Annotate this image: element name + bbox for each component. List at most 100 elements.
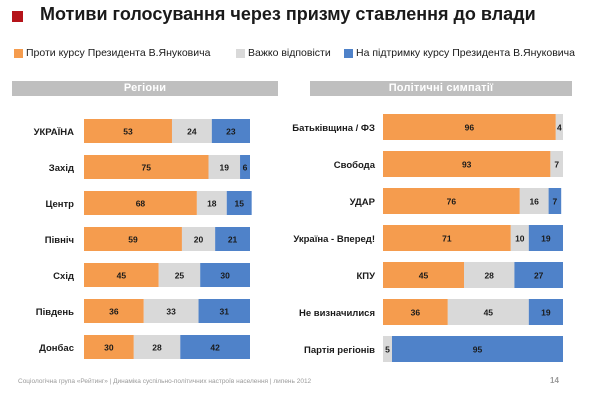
data-label-support: 31 <box>220 307 230 317</box>
bar-segment-hard <box>181 227 216 251</box>
data-label-hard: 20 <box>194 235 204 245</box>
bar-segment-against <box>84 119 172 143</box>
data-label-against: 75 <box>142 163 152 173</box>
bar-segment-support <box>180 335 250 359</box>
data-label-hard: 19 <box>220 163 230 173</box>
data-label-support: 15 <box>234 199 244 209</box>
category-label: УДАР <box>350 197 376 208</box>
chart-regions: УКРАЇНА 53 24 23 Захід 75 19 6 Центр 68 18 15 Північ… <box>34 119 252 359</box>
bar-segment-against <box>383 225 511 251</box>
bar-segment-hard <box>447 299 529 325</box>
category-label: УКРАЇНА <box>34 127 75 138</box>
data-label-support: 6 <box>243 163 248 173</box>
bar-segment-hard <box>171 119 212 143</box>
data-label-hard: 4 <box>557 123 562 133</box>
data-label-support: 19 <box>541 308 551 318</box>
data-label-hard: 28 <box>152 343 162 353</box>
category-label: Північ <box>45 235 74 246</box>
data-label-against: 45 <box>419 271 429 281</box>
category-label: Свобода <box>334 160 376 171</box>
data-label-support: 19 <box>541 234 551 244</box>
data-label-support: 30 <box>220 271 230 281</box>
bar-segment-against <box>383 114 556 140</box>
category-label: Україна - Вперед! <box>293 234 375 245</box>
data-label-against: 76 <box>447 197 457 207</box>
bar-segment-against <box>84 299 144 323</box>
bar-segment-against <box>84 263 159 287</box>
page-title: Мотиви голосування через призму ставленн… <box>40 4 536 24</box>
bar-segment-support <box>215 227 250 251</box>
legend-swatch-support <box>344 48 353 58</box>
footer: Соціологічна група «Рейтинг» | Динаміка … <box>18 378 312 385</box>
legend-item-support: На підтримку курсу Президента В.Янукович… <box>344 47 575 59</box>
data-label-support: 95 <box>473 345 483 355</box>
panel-header-political: Політичні симпатії <box>310 81 572 96</box>
bar-segment-support <box>198 299 250 323</box>
bar-segment-hard <box>550 151 563 177</box>
bar-segment-support <box>240 155 250 179</box>
data-label-support: 42 <box>210 343 220 353</box>
legend-item-against: Проти курсу Президента В.Януковича <box>14 47 210 59</box>
bar-segment-support <box>548 188 562 214</box>
bar-segment-support <box>528 225 563 251</box>
title-accent-square <box>12 11 23 22</box>
category-label: Центр <box>45 199 74 210</box>
bar-segment-against <box>383 262 464 288</box>
data-label-against: 68 <box>136 199 146 209</box>
legend-swatch-hard <box>236 48 245 58</box>
bar-segment-hard <box>158 263 201 287</box>
bar-segment-hard <box>143 299 199 323</box>
bar-segment-hard <box>196 191 227 215</box>
chart-political-sympathies: Батьківщина / ФЗ 96 4 Свобода 93 7 УДАР 76 16 7 Ук… <box>292 114 563 362</box>
category-label: Партія регіонів <box>304 345 375 356</box>
data-label-hard: 25 <box>175 271 185 281</box>
data-label-support: 7 <box>553 197 558 207</box>
bar-segment-hard <box>519 188 549 214</box>
legend-label-against: Проти курсу Президента В.Януковича <box>26 47 211 59</box>
bar-segment-support <box>514 262 563 288</box>
category-label: Батьківщина / ФЗ <box>292 123 375 134</box>
page-number: 14 <box>550 376 559 385</box>
legend-label-support: На підтримку курсу Президента В.Янукович… <box>356 47 575 59</box>
bar-segment-against <box>84 191 197 215</box>
bar-segment-support <box>392 336 563 362</box>
bar-segment-against <box>84 335 134 359</box>
data-label-against: 93 <box>462 160 472 170</box>
bar-segment-support <box>211 119 250 143</box>
data-label-hard: 10 <box>515 234 525 244</box>
category-label: Захід <box>49 163 74 174</box>
data-label-hard: 16 <box>529 197 539 207</box>
data-label-against: 96 <box>465 123 475 133</box>
bar-segment-against <box>383 151 551 177</box>
category-label: Південь <box>36 307 74 318</box>
bar-segment-against <box>383 188 520 214</box>
bar-segment-hard <box>133 335 181 359</box>
bar-segment-support <box>528 299 563 325</box>
bar-segment-hard <box>208 155 241 179</box>
data-label-hard: 18 <box>207 199 217 209</box>
data-label-hard: 5 <box>385 345 390 355</box>
data-label-against: 71 <box>442 234 452 244</box>
panel-header-regions: Регіони <box>12 81 278 96</box>
bar-segment-against <box>383 299 448 325</box>
data-label-against: 30 <box>104 343 114 353</box>
data-label-against: 59 <box>128 235 138 245</box>
bar-segment-hard <box>510 225 529 251</box>
data-label-hard: 24 <box>187 127 197 137</box>
bar-segment-hard <box>555 114 563 140</box>
category-label: КПУ <box>356 271 375 282</box>
data-label-support: 23 <box>226 127 236 137</box>
bar-segment-support <box>200 263 250 287</box>
legend-item-hard: Важко відповісти <box>236 47 331 59</box>
data-label-hard: 33 <box>166 307 176 317</box>
bar-segment-against <box>84 227 182 251</box>
legend-label-hard: Важко відповісти <box>248 47 331 59</box>
bar-segment-hard <box>464 262 515 288</box>
bar-segment-support <box>226 191 252 215</box>
category-label: Не визначилися <box>299 308 375 319</box>
category-label: Схід <box>53 271 74 282</box>
bar-segment-against <box>84 155 209 179</box>
data-label-against: 36 <box>411 308 421 318</box>
category-label: Донбас <box>39 343 74 354</box>
